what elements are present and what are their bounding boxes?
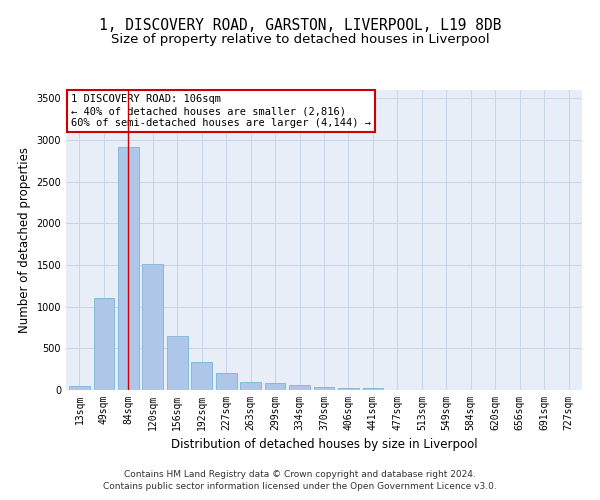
Text: Contains HM Land Registry data © Crown copyright and database right 2024.: Contains HM Land Registry data © Crown c…	[124, 470, 476, 479]
Bar	[362, 388, 383, 390]
Text: Contains public sector information licensed under the Open Government Licence v3: Contains public sector information licen…	[103, 482, 497, 491]
Bar	[69, 386, 90, 390]
Bar	[191, 362, 212, 390]
Bar	[167, 336, 188, 390]
Bar	[118, 146, 139, 390]
Bar	[289, 385, 310, 390]
Bar	[240, 382, 261, 390]
Bar	[94, 298, 114, 390]
Bar	[314, 387, 334, 390]
Text: 1, DISCOVERY ROAD, GARSTON, LIVERPOOL, L19 8DB: 1, DISCOVERY ROAD, GARSTON, LIVERPOOL, L…	[99, 18, 501, 32]
Text: 1 DISCOVERY ROAD: 106sqm
← 40% of detached houses are smaller (2,816)
60% of sem: 1 DISCOVERY ROAD: 106sqm ← 40% of detach…	[71, 94, 371, 128]
Bar	[142, 264, 163, 390]
Bar	[216, 373, 236, 390]
Text: Size of property relative to detached houses in Liverpool: Size of property relative to detached ho…	[110, 32, 490, 46]
Y-axis label: Number of detached properties: Number of detached properties	[18, 147, 31, 333]
Bar	[265, 383, 286, 390]
X-axis label: Distribution of detached houses by size in Liverpool: Distribution of detached houses by size …	[170, 438, 478, 452]
Bar	[338, 388, 359, 390]
